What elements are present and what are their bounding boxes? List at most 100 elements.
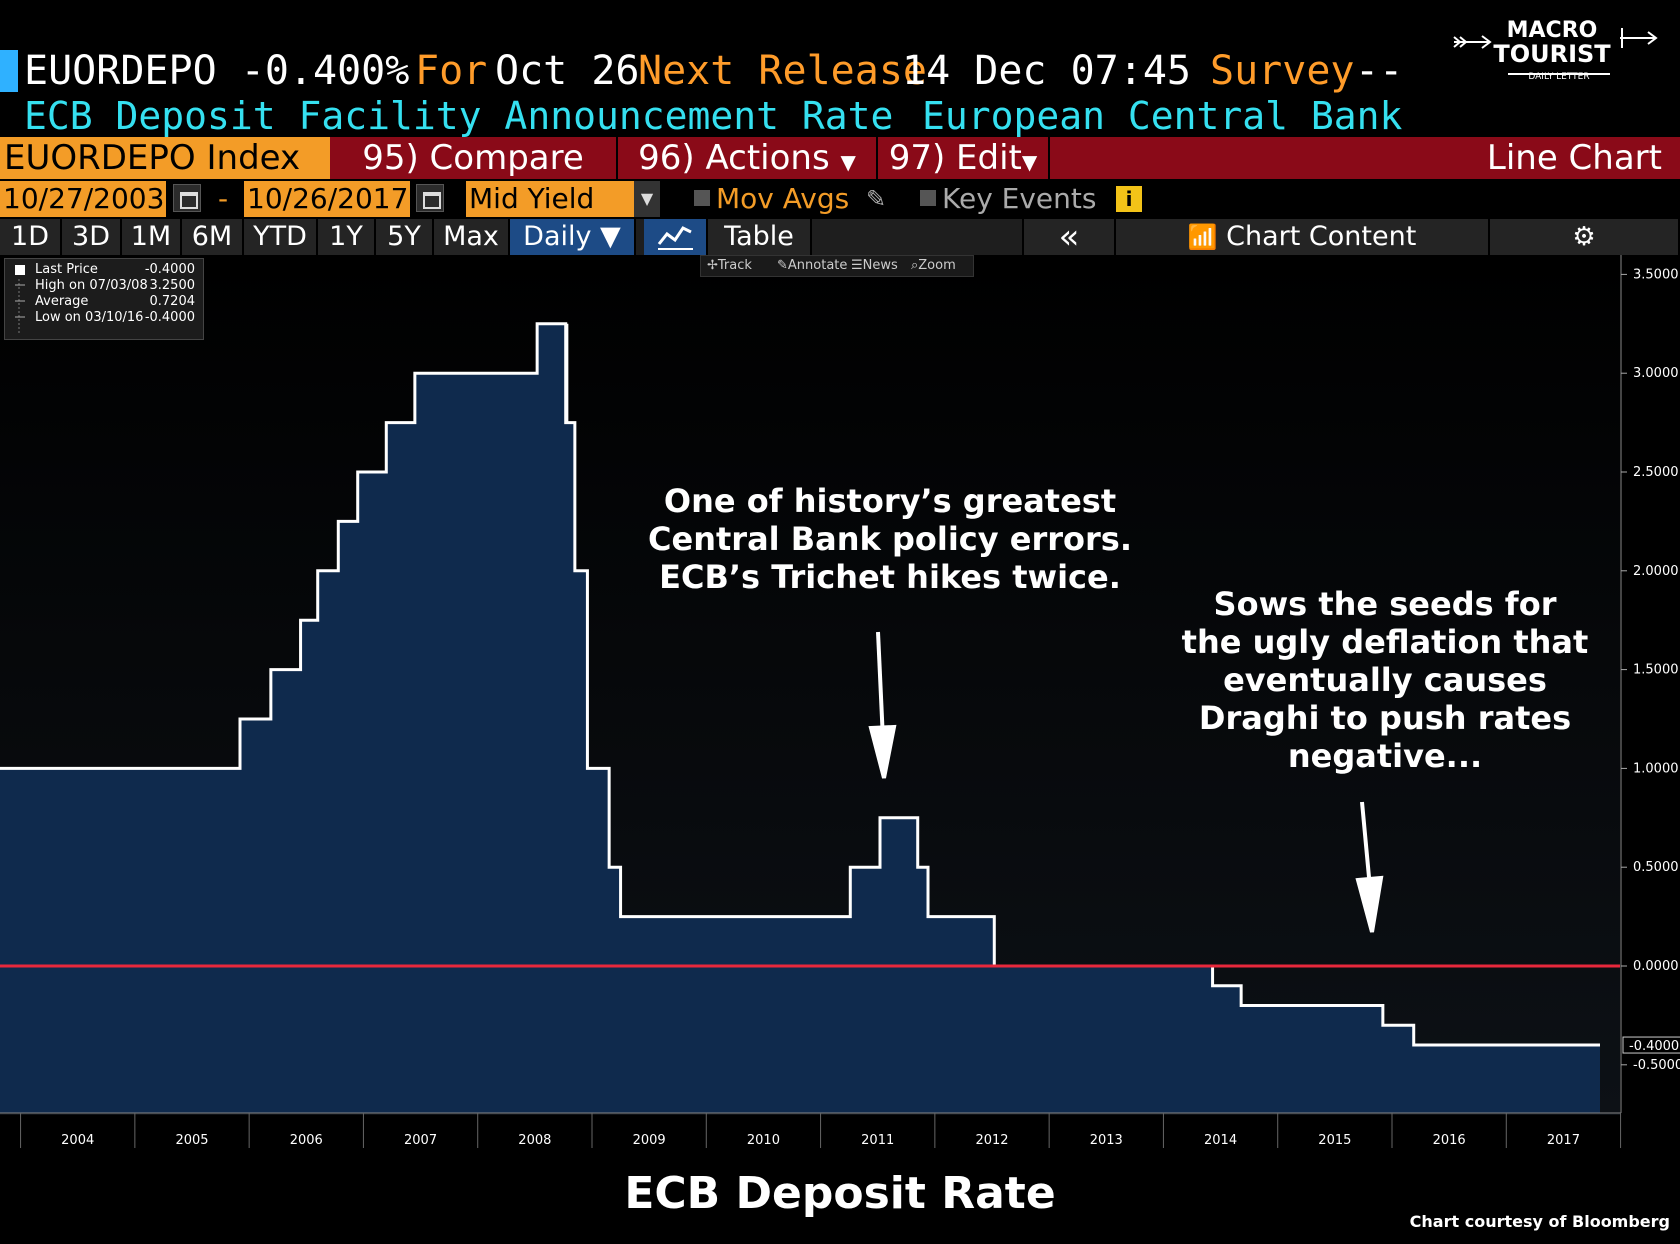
annotate-tool[interactable]: ✎ Annotate — [777, 256, 847, 276]
period-1m[interactable]: 1M — [122, 219, 182, 255]
x-tick-label: 2013 — [1090, 1133, 1123, 1148]
last-value-label: -0.4000 — [1629, 1039, 1679, 1054]
x-tick-label: 2006 — [290, 1133, 323, 1148]
y-tick-label: 0.0000 — [1633, 959, 1679, 974]
period-5y[interactable]: 5Y — [376, 219, 434, 255]
y-tick-label: 0.5000 — [1633, 860, 1679, 875]
collapse-button[interactable]: « — [1024, 219, 1116, 255]
macro-tourist-logo: MACRO TOURIST DAILY LETTER — [1453, 18, 1658, 82]
annotation-line: Draghi to push rates — [1198, 699, 1572, 737]
ticker-field[interactable]: EUORDEPO Index — [0, 137, 330, 179]
chevron-down-icon: ▼ — [1021, 150, 1038, 174]
ticker-value: EUORDEPO -0.400% — [24, 48, 410, 94]
security-header: EUORDEPO -0.400% For Oct 26 Next Release… — [0, 42, 1680, 100]
line-chart-icon[interactable] — [644, 219, 708, 255]
x-tick-label: 2004 — [61, 1133, 94, 1148]
x-tick-label: 2010 — [747, 1133, 780, 1148]
security-description-row: ECB Deposit Facility Announcement Rate E… — [0, 92, 1680, 140]
last-value-box — [1622, 1036, 1680, 1054]
period-max[interactable]: Max — [434, 219, 510, 255]
start-date-input[interactable]: 10/27/2003 — [0, 181, 166, 217]
next-release-label: Next Release — [638, 48, 927, 94]
security-marker — [0, 50, 18, 92]
info-icon[interactable]: i — [1116, 186, 1142, 212]
end-date-input[interactable]: 10/26/2017 — [244, 181, 410, 217]
chart-credit: Chart courtesy of Bloomberg — [1409, 1212, 1670, 1231]
period-3d[interactable]: 3D — [62, 219, 122, 255]
legend-label: High on 07/03/08 — [35, 278, 148, 293]
date-separator: - — [218, 182, 229, 215]
mov-avgs-label: Mov Avgs — [716, 182, 850, 215]
for-date: Oct 26 — [495, 48, 640, 94]
annotation-line: the ugly deflation that — [1181, 623, 1589, 661]
mov-avgs-checkbox[interactable] — [694, 190, 710, 206]
last-price-swatch — [15, 265, 25, 275]
legend-average: Average 0.7204 — [35, 294, 203, 310]
chart-type-label[interactable]: Line Chart — [1486, 138, 1662, 178]
table-tab[interactable]: Table — [708, 219, 812, 255]
y-tick-label: 2.5000 — [1633, 465, 1679, 480]
edit-menu[interactable]: 97) Edit▼ — [878, 137, 1050, 179]
track-label: Track — [717, 258, 752, 273]
annotation-line: Central Bank policy errors. — [648, 520, 1132, 558]
x-tick-label: 2008 — [518, 1133, 551, 1148]
chevron-down-icon: ▼ — [840, 150, 856, 174]
y-tick-label: 1.5000 — [1633, 663, 1679, 678]
period-bar: 1D 3D 1M 6M YTD 1Y 5Y Max Daily ▼ Table … — [0, 219, 1680, 255]
bar-chart-icon: 📶 — [1187, 223, 1218, 251]
zoom-label: Zoom — [918, 258, 956, 273]
price-chart[interactable]: 3.5000 3.0000 2.5000 2.0000 1.5000 1.0000 0.50… — [0, 255, 1680, 1165]
annotation-line: One of history’s greatest — [663, 482, 1117, 520]
x-tick-label: 2009 — [633, 1133, 666, 1148]
track-tool[interactable]: ✢ Track — [707, 256, 752, 276]
key-events-checkbox[interactable] — [920, 190, 936, 206]
actions-menu[interactable]: 96) Actions ▼ — [618, 137, 878, 179]
field-select[interactable]: Mid Yield — [466, 181, 634, 217]
frequency-select[interactable]: Daily ▼ — [510, 219, 636, 255]
legend-label: Low on 03/10/16 — [35, 310, 144, 325]
series-area — [0, 323, 1600, 1113]
x-tick-label: 2014 — [1204, 1133, 1237, 1148]
x-tick-label: 2016 — [1433, 1133, 1466, 1148]
y-tick-label: 3.5000 — [1633, 267, 1679, 282]
for-label: For — [415, 48, 488, 94]
chart-legend: Last Price -0.4000 High on 07/03/08 3.2500… — [4, 258, 204, 340]
actions-label: 96) Actions — [638, 138, 830, 178]
y-tick-label: 2.0000 — [1633, 564, 1679, 579]
legend-high: High on 07/03/08 3.2500 — [35, 278, 203, 294]
period-1y[interactable]: 1Y — [318, 219, 376, 255]
y-tick-label: 1.0000 — [1633, 761, 1679, 776]
annotation-line: ECB’s Trichet hikes twice. — [659, 558, 1121, 596]
x-tick-label: 2007 — [404, 1133, 437, 1148]
x-tick-label: 2012 — [975, 1133, 1008, 1148]
pencil-icon[interactable]: ✎ — [866, 185, 887, 213]
annotation-deflation: Sows the seeds for the ugly deflation th… — [1160, 585, 1610, 775]
svg-text:TOURIST: TOURIST — [1493, 40, 1611, 68]
chart-tools-bar: ✢ Track ✎ Annotate ☰ News ⌕ Zoom — [700, 255, 974, 277]
zoom-tool[interactable]: ⌕ Zoom — [911, 256, 956, 276]
calendar-icon[interactable] — [173, 184, 201, 212]
calendar-icon[interactable] — [416, 184, 444, 212]
chart-content-button[interactable]: 📶 Chart Content — [1116, 219, 1490, 255]
period-6m[interactable]: 6M — [182, 219, 244, 255]
legend-value: 3.2500 — [149, 278, 196, 293]
y-tick-label: -0.5000 — [1633, 1058, 1680, 1073]
legend-low: Low on 03/10/16 -0.4000 — [35, 310, 203, 326]
chevron-down-icon[interactable]: ▼ — [634, 181, 660, 217]
chart-content-label: Chart Content — [1226, 221, 1417, 252]
series-line — [0, 322, 1600, 1047]
date-range-bar: 10/27/2003 - 10/26/2017 Mid Yield ▼ Mov … — [0, 181, 1680, 217]
x-tick-label: 2017 — [1547, 1133, 1580, 1148]
gear-icon[interactable]: ⚙ — [1490, 219, 1680, 255]
news-tool[interactable]: ☰ News — [851, 256, 898, 276]
period-ytd[interactable]: YTD — [244, 219, 318, 255]
annotation-line: eventually causes — [1223, 661, 1547, 699]
svg-text:DAILY LETTER: DAILY LETTER — [1528, 72, 1589, 82]
legend-markers-icon — [15, 279, 25, 333]
compare-button[interactable]: 95) Compare — [330, 137, 618, 179]
period-1d[interactable]: 1D — [0, 219, 62, 255]
annotation-line: negative... — [1287, 737, 1483, 775]
annotate-label: Annotate — [787, 258, 848, 273]
x-tick-label: 2011 — [861, 1133, 894, 1148]
legend-value: 0.7204 — [149, 294, 196, 309]
